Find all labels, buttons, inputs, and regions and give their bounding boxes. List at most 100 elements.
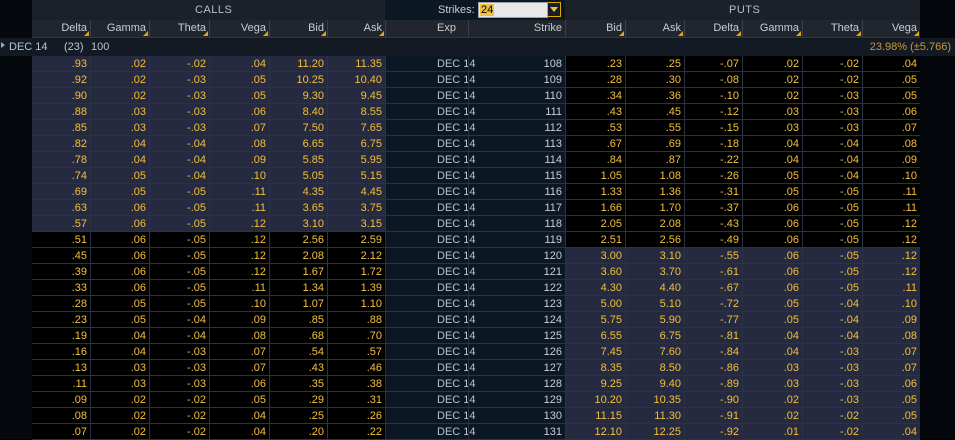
cell-p-vega[interactable]: .06 bbox=[901, 378, 917, 390]
cell-p-delta[interactable]: -.18 bbox=[720, 138, 739, 150]
cell-p-ask[interactable]: 1.70 bbox=[659, 202, 681, 214]
cell-p-bid[interactable]: 5.75 bbox=[600, 314, 622, 326]
cell-p-bid[interactable]: 5.00 bbox=[600, 298, 622, 310]
cell-c-gamma[interactable]: .06 bbox=[130, 202, 146, 214]
cell-exp[interactable]: DEC 14 bbox=[437, 346, 476, 358]
cell-p-bid[interactable]: 2.51 bbox=[600, 234, 622, 246]
cell-p-gamma[interactable]: .04 bbox=[783, 154, 799, 166]
cell-c-vega[interactable]: .06 bbox=[250, 378, 266, 390]
cell-p-bid[interactable]: 12.10 bbox=[594, 426, 622, 438]
cell-c-vega[interactable]: .05 bbox=[250, 394, 266, 406]
cell-exp[interactable]: DEC 14 bbox=[437, 234, 476, 246]
cell-c-ask[interactable]: .26 bbox=[366, 410, 382, 422]
collapse-icon[interactable] bbox=[1, 42, 5, 48]
cell-c-vega[interactable]: .04 bbox=[250, 58, 266, 70]
cell-strike[interactable]: 116 bbox=[544, 186, 562, 198]
cell-p-bid[interactable]: 7.45 bbox=[600, 346, 622, 358]
cell-c-vega[interactable]: .12 bbox=[250, 250, 266, 262]
cell-p-gamma[interactable]: .02 bbox=[783, 90, 799, 102]
cell-c-theta[interactable]: -.02 bbox=[187, 58, 206, 70]
cell-c-delta[interactable]: .33 bbox=[71, 282, 87, 294]
cell-c-theta[interactable]: -.03 bbox=[187, 74, 206, 86]
cell-c-theta[interactable]: -.02 bbox=[187, 426, 206, 438]
cell-p-vega[interactable]: .04 bbox=[901, 426, 917, 438]
cell-p-theta[interactable]: -.05 bbox=[840, 282, 859, 294]
cell-c-bid[interactable]: 1.34 bbox=[302, 282, 324, 294]
cell-c-theta[interactable]: -.04 bbox=[187, 138, 206, 150]
cell-p-gamma[interactable]: .05 bbox=[783, 170, 799, 182]
cell-p-gamma[interactable]: .04 bbox=[783, 330, 799, 342]
cell-c-bid[interactable]: .85 bbox=[308, 314, 324, 326]
table-row[interactable]: .08 .02 -.02 .04 .25 .26 DEC 14 130 11.15 11.30 -.… bbox=[32, 408, 920, 424]
cell-c-ask[interactable]: 1.10 bbox=[360, 298, 382, 310]
cell-c-gamma[interactable]: .02 bbox=[130, 90, 146, 102]
cell-c-delta[interactable]: .09 bbox=[71, 394, 87, 406]
cell-p-ask[interactable]: .36 bbox=[665, 90, 681, 102]
cell-p-gamma[interactable]: .04 bbox=[783, 346, 799, 358]
cell-c-gamma[interactable]: .03 bbox=[130, 106, 146, 118]
cell-c-gamma[interactable]: .03 bbox=[130, 378, 146, 390]
cell-c-gamma[interactable]: .04 bbox=[130, 154, 146, 166]
column-header-p-theta[interactable]: Theta bbox=[802, 22, 862, 36]
cell-p-vega[interactable]: .12 bbox=[901, 266, 917, 278]
cell-exp[interactable]: DEC 14 bbox=[437, 138, 476, 150]
cell-c-ask[interactable]: .88 bbox=[366, 314, 382, 326]
cell-c-ask[interactable]: 9.45 bbox=[360, 90, 382, 102]
cell-c-gamma[interactable]: .04 bbox=[130, 138, 146, 150]
cell-p-vega[interactable]: .06 bbox=[901, 106, 917, 118]
cell-p-gamma[interactable]: .02 bbox=[783, 394, 799, 406]
cell-c-vega[interactable]: .12 bbox=[250, 266, 266, 278]
cell-c-delta[interactable]: .92 bbox=[71, 74, 87, 86]
cell-c-bid[interactable]: 7.50 bbox=[302, 122, 324, 134]
cell-c-ask[interactable]: .57 bbox=[366, 346, 382, 358]
cell-c-delta[interactable]: .08 bbox=[71, 410, 87, 422]
cell-p-vega[interactable]: .07 bbox=[901, 346, 917, 358]
table-row[interactable]: .23 .05 -.04 .09 .85 .88 DEC 14 124 5.75 5.90 -.77… bbox=[32, 312, 920, 328]
cell-p-delta[interactable]: -.49 bbox=[720, 234, 739, 246]
cell-p-ask[interactable]: 1.36 bbox=[659, 186, 681, 198]
cell-p-bid[interactable]: 1.66 bbox=[600, 202, 622, 214]
column-header-c-delta[interactable]: Delta bbox=[32, 22, 90, 36]
cell-c-theta[interactable]: -.05 bbox=[187, 202, 206, 214]
cell-strike[interactable]: 130 bbox=[543, 410, 562, 422]
cell-c-gamma[interactable]: .02 bbox=[130, 74, 146, 86]
cell-c-delta[interactable]: .23 bbox=[71, 314, 87, 326]
cell-c-bid[interactable]: 3.65 bbox=[302, 202, 324, 214]
cell-c-vega[interactable]: .07 bbox=[250, 346, 266, 358]
cell-exp[interactable]: DEC 14 bbox=[437, 426, 476, 438]
cell-p-delta[interactable]: -.15 bbox=[720, 122, 739, 134]
cell-p-bid[interactable]: .67 bbox=[606, 138, 622, 150]
cell-p-gamma[interactable]: .05 bbox=[783, 314, 799, 326]
column-header-c-theta[interactable]: Theta bbox=[149, 22, 209, 36]
cell-c-gamma[interactable]: .04 bbox=[130, 346, 146, 358]
cell-p-theta[interactable]: -.03 bbox=[840, 394, 859, 406]
expiry-group-row[interactable]: DEC 14 (23) 100 23.98% (±5.766) bbox=[0, 38, 955, 56]
cell-c-vega[interactable]: .04 bbox=[250, 410, 266, 422]
cell-c-gamma[interactable]: .02 bbox=[130, 394, 146, 406]
cell-c-gamma[interactable]: .06 bbox=[130, 282, 146, 294]
cell-c-theta[interactable]: -.05 bbox=[187, 218, 206, 230]
cell-p-bid[interactable]: 3.00 bbox=[600, 250, 622, 262]
cell-p-gamma[interactable]: .02 bbox=[783, 58, 799, 70]
cell-p-gamma[interactable]: .06 bbox=[783, 202, 799, 214]
cell-c-gamma[interactable]: .06 bbox=[130, 266, 146, 278]
cell-c-delta[interactable]: .88 bbox=[71, 106, 87, 118]
table-row[interactable]: .78 .04 -.04 .09 5.85 5.95 DEC 14 114 .84 .87 -.22… bbox=[32, 152, 920, 168]
cell-p-delta[interactable]: -.84 bbox=[720, 346, 739, 358]
strikes-dropdown-button[interactable] bbox=[547, 2, 561, 17]
cell-c-theta[interactable]: -.05 bbox=[187, 282, 206, 294]
cell-exp[interactable]: DEC 14 bbox=[437, 106, 476, 118]
cell-p-vega[interactable]: .12 bbox=[901, 218, 917, 230]
cell-strike[interactable]: 127 bbox=[543, 362, 562, 374]
column-header-p-gamma[interactable]: Gamma bbox=[742, 22, 802, 36]
cell-c-bid[interactable]: 10.25 bbox=[296, 74, 324, 86]
table-row[interactable]: .11 .03 -.03 .06 .35 .38 DEC 14 128 9.25 9.40 -.89… bbox=[32, 376, 920, 392]
cell-exp[interactable]: DEC 14 bbox=[437, 394, 476, 406]
cell-c-ask[interactable]: 2.12 bbox=[360, 250, 382, 262]
cell-c-delta[interactable]: .16 bbox=[71, 346, 87, 358]
cell-p-vega[interactable]: .05 bbox=[901, 410, 917, 422]
cell-strike[interactable]: 110 bbox=[544, 90, 562, 102]
cell-strike[interactable]: 115 bbox=[544, 170, 562, 182]
cell-p-vega[interactable]: .11 bbox=[902, 186, 917, 198]
cell-p-bid[interactable]: 1.33 bbox=[600, 186, 622, 198]
